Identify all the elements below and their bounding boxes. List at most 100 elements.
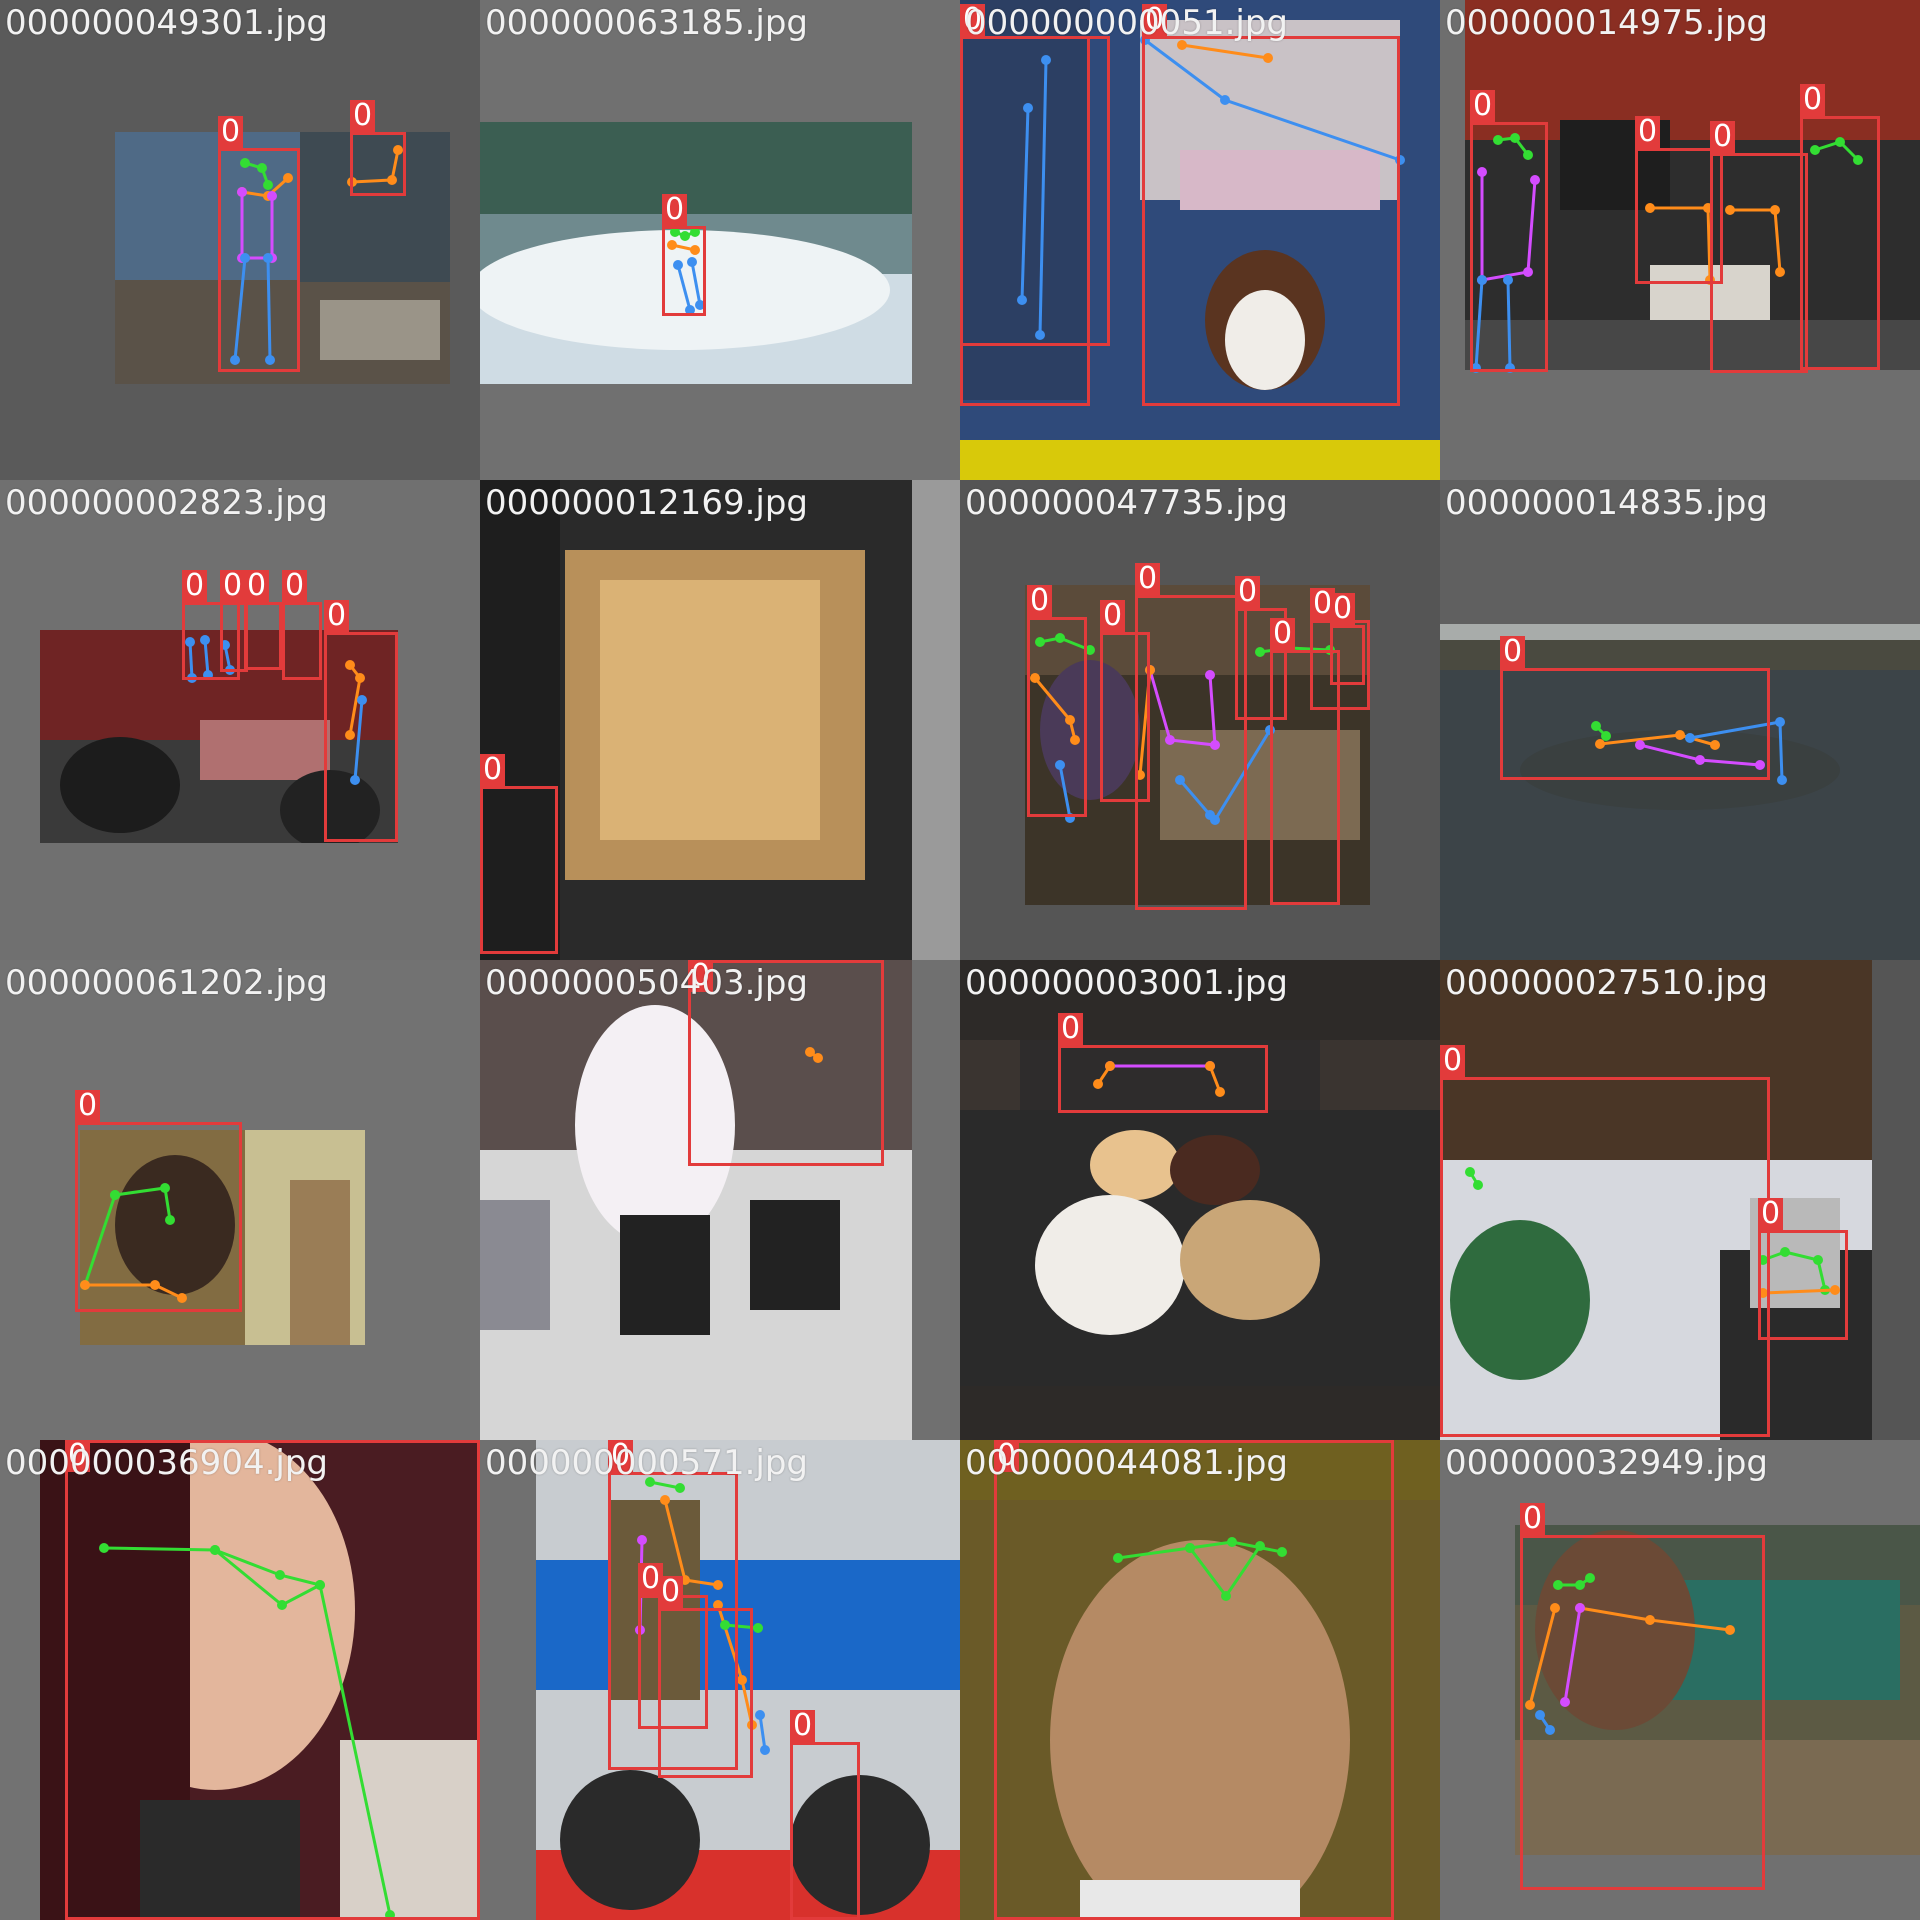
keypoint [165, 1215, 175, 1225]
keypoint [1813, 1255, 1823, 1265]
detection-box [1270, 650, 1340, 905]
skeleton-limb [1020, 107, 1030, 301]
keypoint [1263, 53, 1273, 63]
skeleton-limb [266, 257, 272, 361]
skeleton-limb [1181, 43, 1269, 60]
detection-box [324, 632, 398, 842]
keypoint [687, 257, 697, 267]
detection-label: 0 [1235, 576, 1261, 608]
detection-label: 0 [1100, 600, 1126, 632]
keypoint [393, 145, 403, 155]
keypoint [275, 1570, 285, 1580]
keypoint [1085, 645, 1095, 655]
detection-box [1142, 36, 1400, 406]
detection-box [1758, 1230, 1848, 1340]
keypoint [690, 245, 700, 255]
mosaic-tile: 0 0 000000049301.jpg [0, 0, 480, 480]
keypoint [645, 1477, 655, 1487]
keypoint [1560, 1697, 1570, 1707]
skeleton-limb [1762, 1250, 1827, 1291]
keypoint [713, 1600, 723, 1610]
keypoint [263, 253, 273, 263]
keypoint [1853, 155, 1863, 165]
detection-box [1330, 625, 1365, 685]
keypoint [1535, 1710, 1545, 1720]
keypoint [1601, 731, 1611, 741]
keypoint [1780, 1247, 1790, 1257]
keypoint [1017, 295, 1027, 305]
keypoint [387, 175, 397, 185]
keypoint [355, 673, 365, 683]
mosaic-tile: 0 000000050403.jpg [480, 960, 960, 1440]
keypoint [200, 635, 210, 645]
keypoint [1113, 1553, 1123, 1563]
detection-label: 0 [960, 4, 986, 36]
skeleton-limb [676, 264, 692, 311]
keypoint [1477, 275, 1487, 285]
keypoint [1591, 721, 1601, 731]
skeleton-limb [1474, 279, 1484, 369]
keypoint [637, 1535, 647, 1545]
keypoint [267, 191, 277, 201]
keypoint [1575, 1603, 1585, 1613]
tile-filename: 000000036904.jpg [5, 1443, 328, 1483]
skeleton-limb [1563, 1607, 1582, 1703]
keypoint [1835, 137, 1845, 147]
skeleton-limb [1038, 59, 1048, 336]
detection-label: 0 [480, 754, 506, 786]
keypoint [357, 695, 367, 705]
mosaic-tile: 0 000000032949.jpg [1440, 1440, 1920, 1920]
tile-filename: 000000000571.jpg [485, 1443, 808, 1483]
detection-label: 0 [1520, 1503, 1546, 1535]
keypoint [1220, 95, 1230, 105]
mosaic-tile: 0 000000036904.jpg [0, 1440, 480, 1920]
keypoint [713, 1580, 723, 1590]
keypoint [1255, 1541, 1265, 1551]
detection-label: 0 [182, 570, 208, 602]
detection-label: 0 [1710, 121, 1736, 153]
mosaic-tile: 0 0 0 0 000000014975.jpg [1440, 0, 1920, 480]
skeleton-limb [240, 192, 274, 260]
keypoint [1473, 1180, 1483, 1190]
detection-box [1235, 608, 1287, 720]
detection-box [1440, 1077, 1770, 1437]
keypoint [1810, 145, 1820, 155]
skeleton-limb [83, 1194, 117, 1286]
detection-box [1800, 116, 1880, 370]
keypoint [1105, 1061, 1115, 1071]
detection-box [658, 1608, 753, 1778]
tile-filename: 000000027510.jpg [1445, 963, 1768, 1003]
keypoint [1165, 735, 1175, 745]
keypoint [1550, 1603, 1560, 1613]
keypoint [1525, 1700, 1535, 1710]
tile-filename: 000000002823.jpg [5, 483, 328, 523]
tile-filename: 000000014835.jpg [1445, 483, 1768, 523]
detection-box [1100, 632, 1150, 802]
keypoint [685, 305, 695, 315]
keypoint [283, 173, 293, 183]
detection-label: 0 [790, 1710, 816, 1742]
keypoint [1255, 647, 1265, 657]
detection-label: 0 [350, 100, 376, 132]
keypoint [660, 1495, 670, 1505]
keypoint [1205, 670, 1215, 680]
keypoint [695, 300, 705, 310]
detection-box [1058, 1045, 1268, 1113]
keypoint [345, 730, 355, 740]
detection-label: 0 [1330, 593, 1356, 625]
keypoint [1523, 267, 1533, 277]
tile-filename: 000000047735.jpg [965, 483, 1288, 523]
detection-label: 0 [218, 116, 244, 148]
skeleton-limb [1528, 1607, 1557, 1706]
tile-filename: 000000014975.jpg [1445, 3, 1768, 43]
keypoint [1175, 775, 1185, 785]
keypoint [277, 1600, 287, 1610]
keypoint [1065, 715, 1075, 725]
keypoint [1093, 1079, 1103, 1089]
skeleton-limb [690, 261, 702, 306]
keypoint [690, 227, 700, 237]
mosaic-tile: 0 000000012169.jpg [480, 480, 960, 960]
skeleton-limb [649, 1480, 681, 1490]
detection-label: 0 [1142, 4, 1168, 36]
keypoint [1775, 267, 1785, 277]
